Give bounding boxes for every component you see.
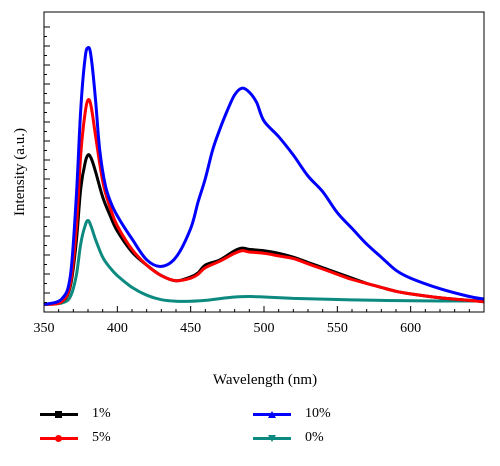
y-axis-title: Intensity (a.u.) [12,128,28,216]
x-tick-label: 450 [180,321,201,336]
axes-layer: 350 400 450 500 550 600 [34,11,485,336]
series-line-5pct [43,97,485,306]
x-tick-label: 400 [107,321,128,336]
x-tick-label: 600 [400,321,421,336]
x-tick-label: 500 [254,321,275,336]
x-tick-label: 550 [327,321,348,336]
series-line-10pct [43,45,485,306]
x-tick-label: 350 [34,321,55,336]
x-axis-title: Wavelength (nm) [213,372,317,388]
series-line-0pct [43,219,484,306]
series-layer [43,45,485,306]
